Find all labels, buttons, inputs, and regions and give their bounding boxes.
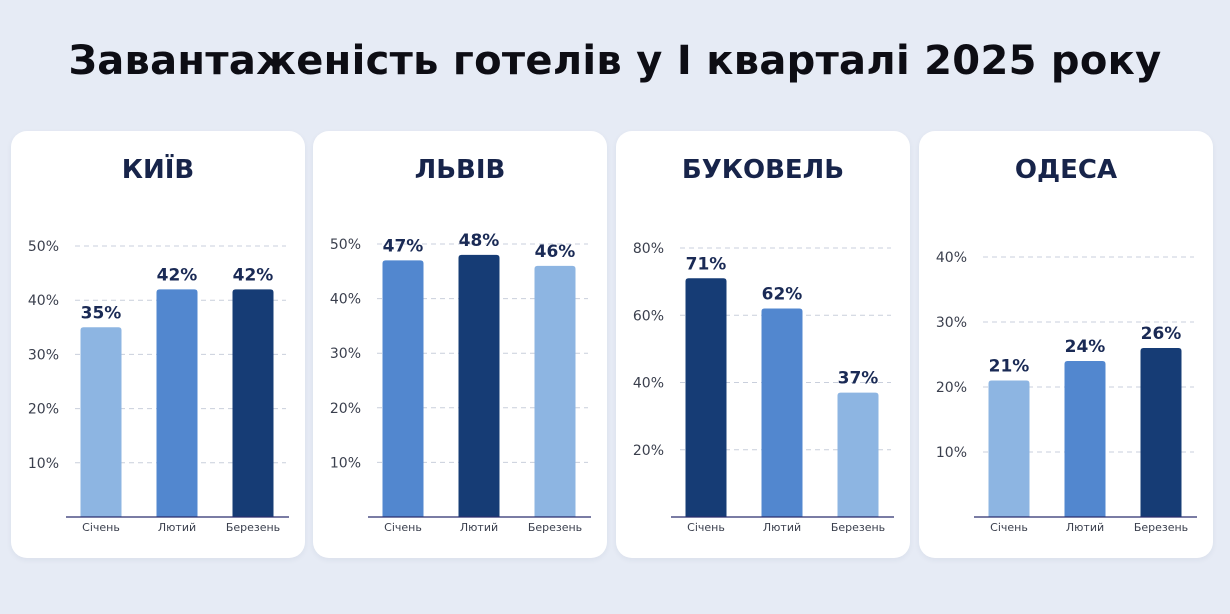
- data-label: 47%: [383, 236, 424, 256]
- data-label: 21%: [989, 357, 1030, 377]
- bar-1: [685, 278, 727, 517]
- y-tick-label: 40%: [330, 292, 361, 308]
- bar-chart-bukovel: 20% 40% 60% 80% 71% Січень 62% Лютий 37% Березень: [633, 241, 894, 534]
- chart-card-odesa: ОДЕСА 10% 20% 30% 40% 21% Січень 24% Лютий 26% Бе…: [919, 131, 1213, 558]
- bar-1: [382, 260, 424, 517]
- bar-1: [988, 380, 1030, 517]
- x-tick-label: Лютий: [1066, 521, 1104, 534]
- y-tick-label: 10%: [330, 455, 361, 471]
- y-tick-label: 30%: [936, 315, 967, 331]
- bar-chart-odesa: 10% 20% 30% 40% 21% Січень 24% Лютий 26% Березень: [936, 250, 1197, 534]
- x-tick-label: Січень: [384, 521, 422, 534]
- y-tick-label: 40%: [936, 250, 967, 266]
- data-label: 48%: [459, 231, 500, 251]
- x-tick-label: Березень: [226, 521, 280, 534]
- chart-title: КИЇВ: [121, 155, 195, 185]
- x-tick-label: Січень: [990, 521, 1028, 534]
- y-tick-label: 50%: [330, 237, 361, 253]
- bar-2: [458, 254, 500, 518]
- data-label: 24%: [1065, 337, 1106, 357]
- y-tick-label: 30%: [330, 346, 361, 362]
- y-tick-label: 10%: [936, 445, 967, 461]
- data-label: 42%: [233, 265, 274, 285]
- y-tick-label: 30%: [28, 347, 59, 363]
- bar-2: [1064, 361, 1106, 517]
- x-tick-label: Лютий: [763, 521, 801, 534]
- y-tick-label: 50%: [28, 239, 59, 255]
- y-tick-label: 80%: [633, 241, 664, 257]
- y-tick-label: 20%: [330, 401, 361, 417]
- data-label: 42%: [157, 265, 198, 285]
- x-tick-label: Березень: [1134, 521, 1188, 534]
- bar-1: [80, 327, 122, 517]
- x-tick-label: Лютий: [460, 521, 498, 534]
- y-tick-label: 60%: [633, 308, 664, 324]
- chart-title: БУКОВЕЛЬ: [681, 155, 845, 185]
- y-tick-label: 40%: [28, 293, 59, 309]
- chart-card-bukovel: БУКОВЕЛЬ 20% 40% 60% 80% 71% Січень 62% Лютий 37…: [616, 131, 910, 558]
- x-tick-label: Січень: [82, 521, 120, 534]
- data-label: 26%: [1141, 324, 1182, 344]
- bar-3: [837, 392, 879, 517]
- chart-title: ОДЕСА: [1014, 155, 1118, 185]
- x-tick-label: Березень: [831, 521, 885, 534]
- y-tick-label: 20%: [633, 443, 664, 459]
- x-tick-label: Лютий: [158, 521, 196, 534]
- x-tick-label: Березень: [528, 521, 582, 534]
- bar-2: [761, 308, 803, 517]
- data-label: 35%: [81, 303, 122, 323]
- data-label: 37%: [838, 369, 879, 389]
- chart-card-lviv: ЛЬВІВ 10% 20% 30% 40% 50% 47% Січень 48% Лютий 46…: [313, 131, 607, 558]
- y-tick-label: 40%: [633, 376, 664, 392]
- bar-chart-kyiv: 10% 20% 30% 40% 50% 35% Січень 42% Лютий 42% Берез…: [28, 239, 289, 534]
- bar-2: [156, 289, 198, 517]
- y-tick-label: 20%: [28, 402, 59, 418]
- bar-3: [534, 265, 576, 517]
- y-tick-label: 10%: [28, 456, 59, 472]
- x-tick-label: Січень: [687, 521, 725, 534]
- y-tick-label: 20%: [936, 380, 967, 396]
- chart-title: ЛЬВІВ: [414, 155, 506, 185]
- page-title: Завантаженість готелів у І кварталі 2025…: [68, 38, 1162, 84]
- bar-3: [232, 289, 274, 517]
- chart-card-kyiv: КИЇВ 10% 20% 30% 40% 50% 35% Січень 42% Лютий 42%…: [11, 131, 305, 558]
- bar-3: [1140, 348, 1182, 517]
- data-label: 46%: [535, 242, 576, 262]
- bar-chart-lviv: 10% 20% 30% 40% 50% 47% Січень 48% Лютий 46% Берез…: [330, 231, 591, 534]
- data-label: 62%: [762, 285, 803, 305]
- data-label: 71%: [686, 254, 727, 274]
